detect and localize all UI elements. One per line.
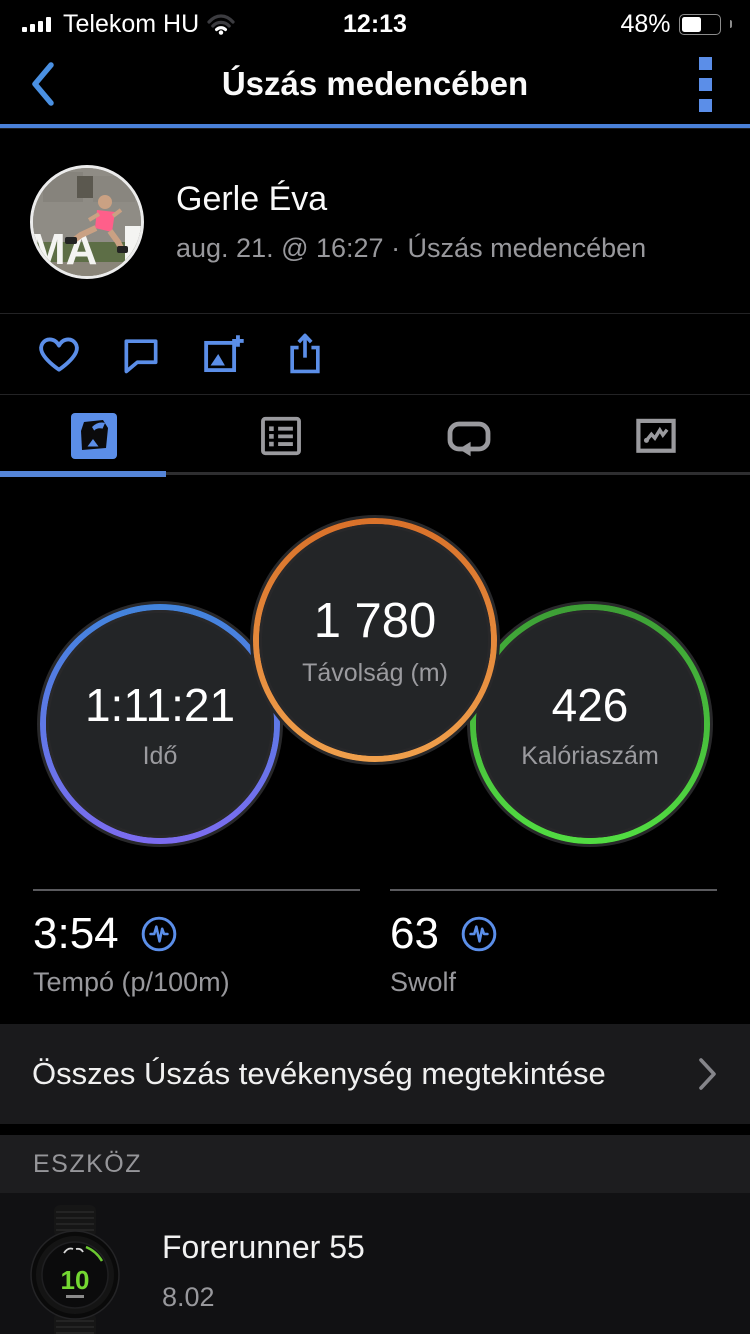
back-chevron-icon [28,61,56,107]
avatar[interactable]: MA [30,165,144,279]
pace-label: Tempó (p/100m) [33,967,230,997]
carrier-label: Telekom HU [63,9,200,38]
device-text: Forerunner 55 8.02 [162,1205,365,1334]
swolf-graph-button[interactable] [459,914,499,954]
pulse-icon [141,916,176,952]
wifi-icon [207,13,235,35]
add-photo-button[interactable] [200,331,246,377]
swolf-label: Swolf [390,967,457,997]
status-time: 12:13 [343,9,407,38]
device-section-header: ESZKÖZ [0,1135,750,1193]
activity-owner-text: Gerle Éva aug. 21. @ 16:27 · Úszás meden… [176,180,646,264]
summary-circles: 1:11:21 Idő 426 Kalóriaszám 1 780 Távols… [0,477,750,889]
signal-bars-icon [22,16,51,32]
view-all-activities-row[interactable]: Összes Úszás tevékenység megtekintése [0,1024,750,1124]
chart-icon [633,414,679,458]
list-icon [258,413,304,459]
status-bar: Telekom HU 12:13 48% [0,0,750,44]
share-button[interactable] [282,331,328,377]
time-value: 1:11:21 [84,678,236,731]
tab-splits[interactable] [188,395,376,477]
calories-label: Kalóriaszám [521,741,659,770]
comment-button[interactable] [118,331,164,377]
page-title: Úszás medencében [221,65,529,102]
share-icon [283,331,327,377]
swim-map-icon [70,412,118,460]
social-action-row [0,313,750,395]
tab-laps[interactable] [375,395,563,477]
distance-value: 1 780 [313,593,437,648]
swolf-metric: 63 Swolf [390,889,717,998]
status-left: Telekom HU [22,10,235,39]
device-row[interactable]: 10 Forerunner 55 8.02 [0,1193,750,1334]
watch-face-value: 10 [61,1265,90,1295]
tab-charts[interactable] [563,395,750,477]
pace-graph-button[interactable] [139,914,179,954]
time-label: Idő [142,741,178,770]
user-name: Gerle Éva [176,180,328,218]
pace-value: 3:54 [33,909,119,958]
calories-circle: 426 Kalóriaszám [470,604,710,844]
chevron-right-icon [698,1057,718,1091]
calories-value: 426 [551,678,629,731]
swolf-value: 63 [390,909,439,958]
device-section-title: ESZKÖZ [33,1149,143,1178]
view-all-activities-label: Összes Úszás tevékenység megtekintése [32,1056,606,1091]
activity-owner-row: MA Gerle Éva aug. 21. @ 16:27 · Úszás me… [0,128,750,313]
battery-percent-label: 48% [620,9,671,38]
heart-icon [36,331,82,377]
active-tab-underline [0,471,166,477]
tab-overview[interactable] [0,395,188,477]
distance-label: Távolság (m) [302,658,448,687]
laps-icon [445,414,493,458]
watch-image: 10 [28,1205,122,1334]
activity-tab-bar [0,395,750,477]
like-button[interactable] [36,331,82,377]
tab-divider [0,472,750,475]
pulse-icon [461,916,497,952]
secondary-metrics: 3:54 Tempó (p/100m) 63 [0,889,750,998]
overflow-menu-button[interactable] [689,51,722,118]
time-circle: 1:11:21 Idő [40,604,280,844]
add-photo-icon [200,331,246,377]
back-button[interactable] [28,58,76,110]
activity-date-type: aug. 21. @ 16:27 · Úszás medencében [176,233,647,263]
comment-icon [119,332,163,376]
battery-tip [729,20,732,28]
overflow-menu-icon [699,56,712,70]
pace-metric: 3:54 Tempó (p/100m) [33,889,360,998]
battery-icon [678,13,721,35]
device-name: Forerunner 55 [162,1229,365,1265]
device-firmware: 8.02 [162,1282,215,1312]
distance-circle: 1 780 Távolság (m) [253,518,497,762]
status-right: 48% [620,10,732,39]
nav-bar: Úszás medencében [0,44,750,128]
